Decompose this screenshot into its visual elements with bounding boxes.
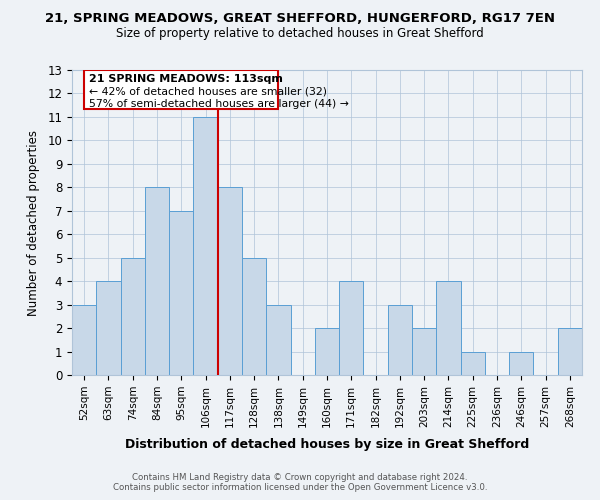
FancyBboxPatch shape <box>84 70 278 108</box>
Bar <box>266 304 290 375</box>
Bar <box>96 281 121 375</box>
Bar <box>72 304 96 375</box>
Text: 21, SPRING MEADOWS, GREAT SHEFFORD, HUNGERFORD, RG17 7EN: 21, SPRING MEADOWS, GREAT SHEFFORD, HUNG… <box>45 12 555 26</box>
Bar <box>339 281 364 375</box>
Text: ← 42% of detached houses are smaller (32): ← 42% of detached houses are smaller (32… <box>89 86 326 97</box>
Bar <box>242 258 266 375</box>
Bar <box>218 188 242 375</box>
Text: 57% of semi-detached houses are larger (44) →: 57% of semi-detached houses are larger (… <box>89 98 349 108</box>
Bar <box>436 281 461 375</box>
Bar <box>412 328 436 375</box>
Bar <box>121 258 145 375</box>
Text: 21 SPRING MEADOWS: 113sqm: 21 SPRING MEADOWS: 113sqm <box>89 74 283 84</box>
Text: Size of property relative to detached houses in Great Shefford: Size of property relative to detached ho… <box>116 28 484 40</box>
Bar <box>315 328 339 375</box>
Bar <box>145 188 169 375</box>
Y-axis label: Number of detached properties: Number of detached properties <box>28 130 40 316</box>
Bar <box>558 328 582 375</box>
Bar <box>169 211 193 375</box>
Bar <box>388 304 412 375</box>
X-axis label: Distribution of detached houses by size in Great Shefford: Distribution of detached houses by size … <box>125 438 529 451</box>
Bar <box>461 352 485 375</box>
Bar <box>193 117 218 375</box>
Text: Contains HM Land Registry data © Crown copyright and database right 2024.
Contai: Contains HM Land Registry data © Crown c… <box>113 473 487 492</box>
Bar <box>509 352 533 375</box>
